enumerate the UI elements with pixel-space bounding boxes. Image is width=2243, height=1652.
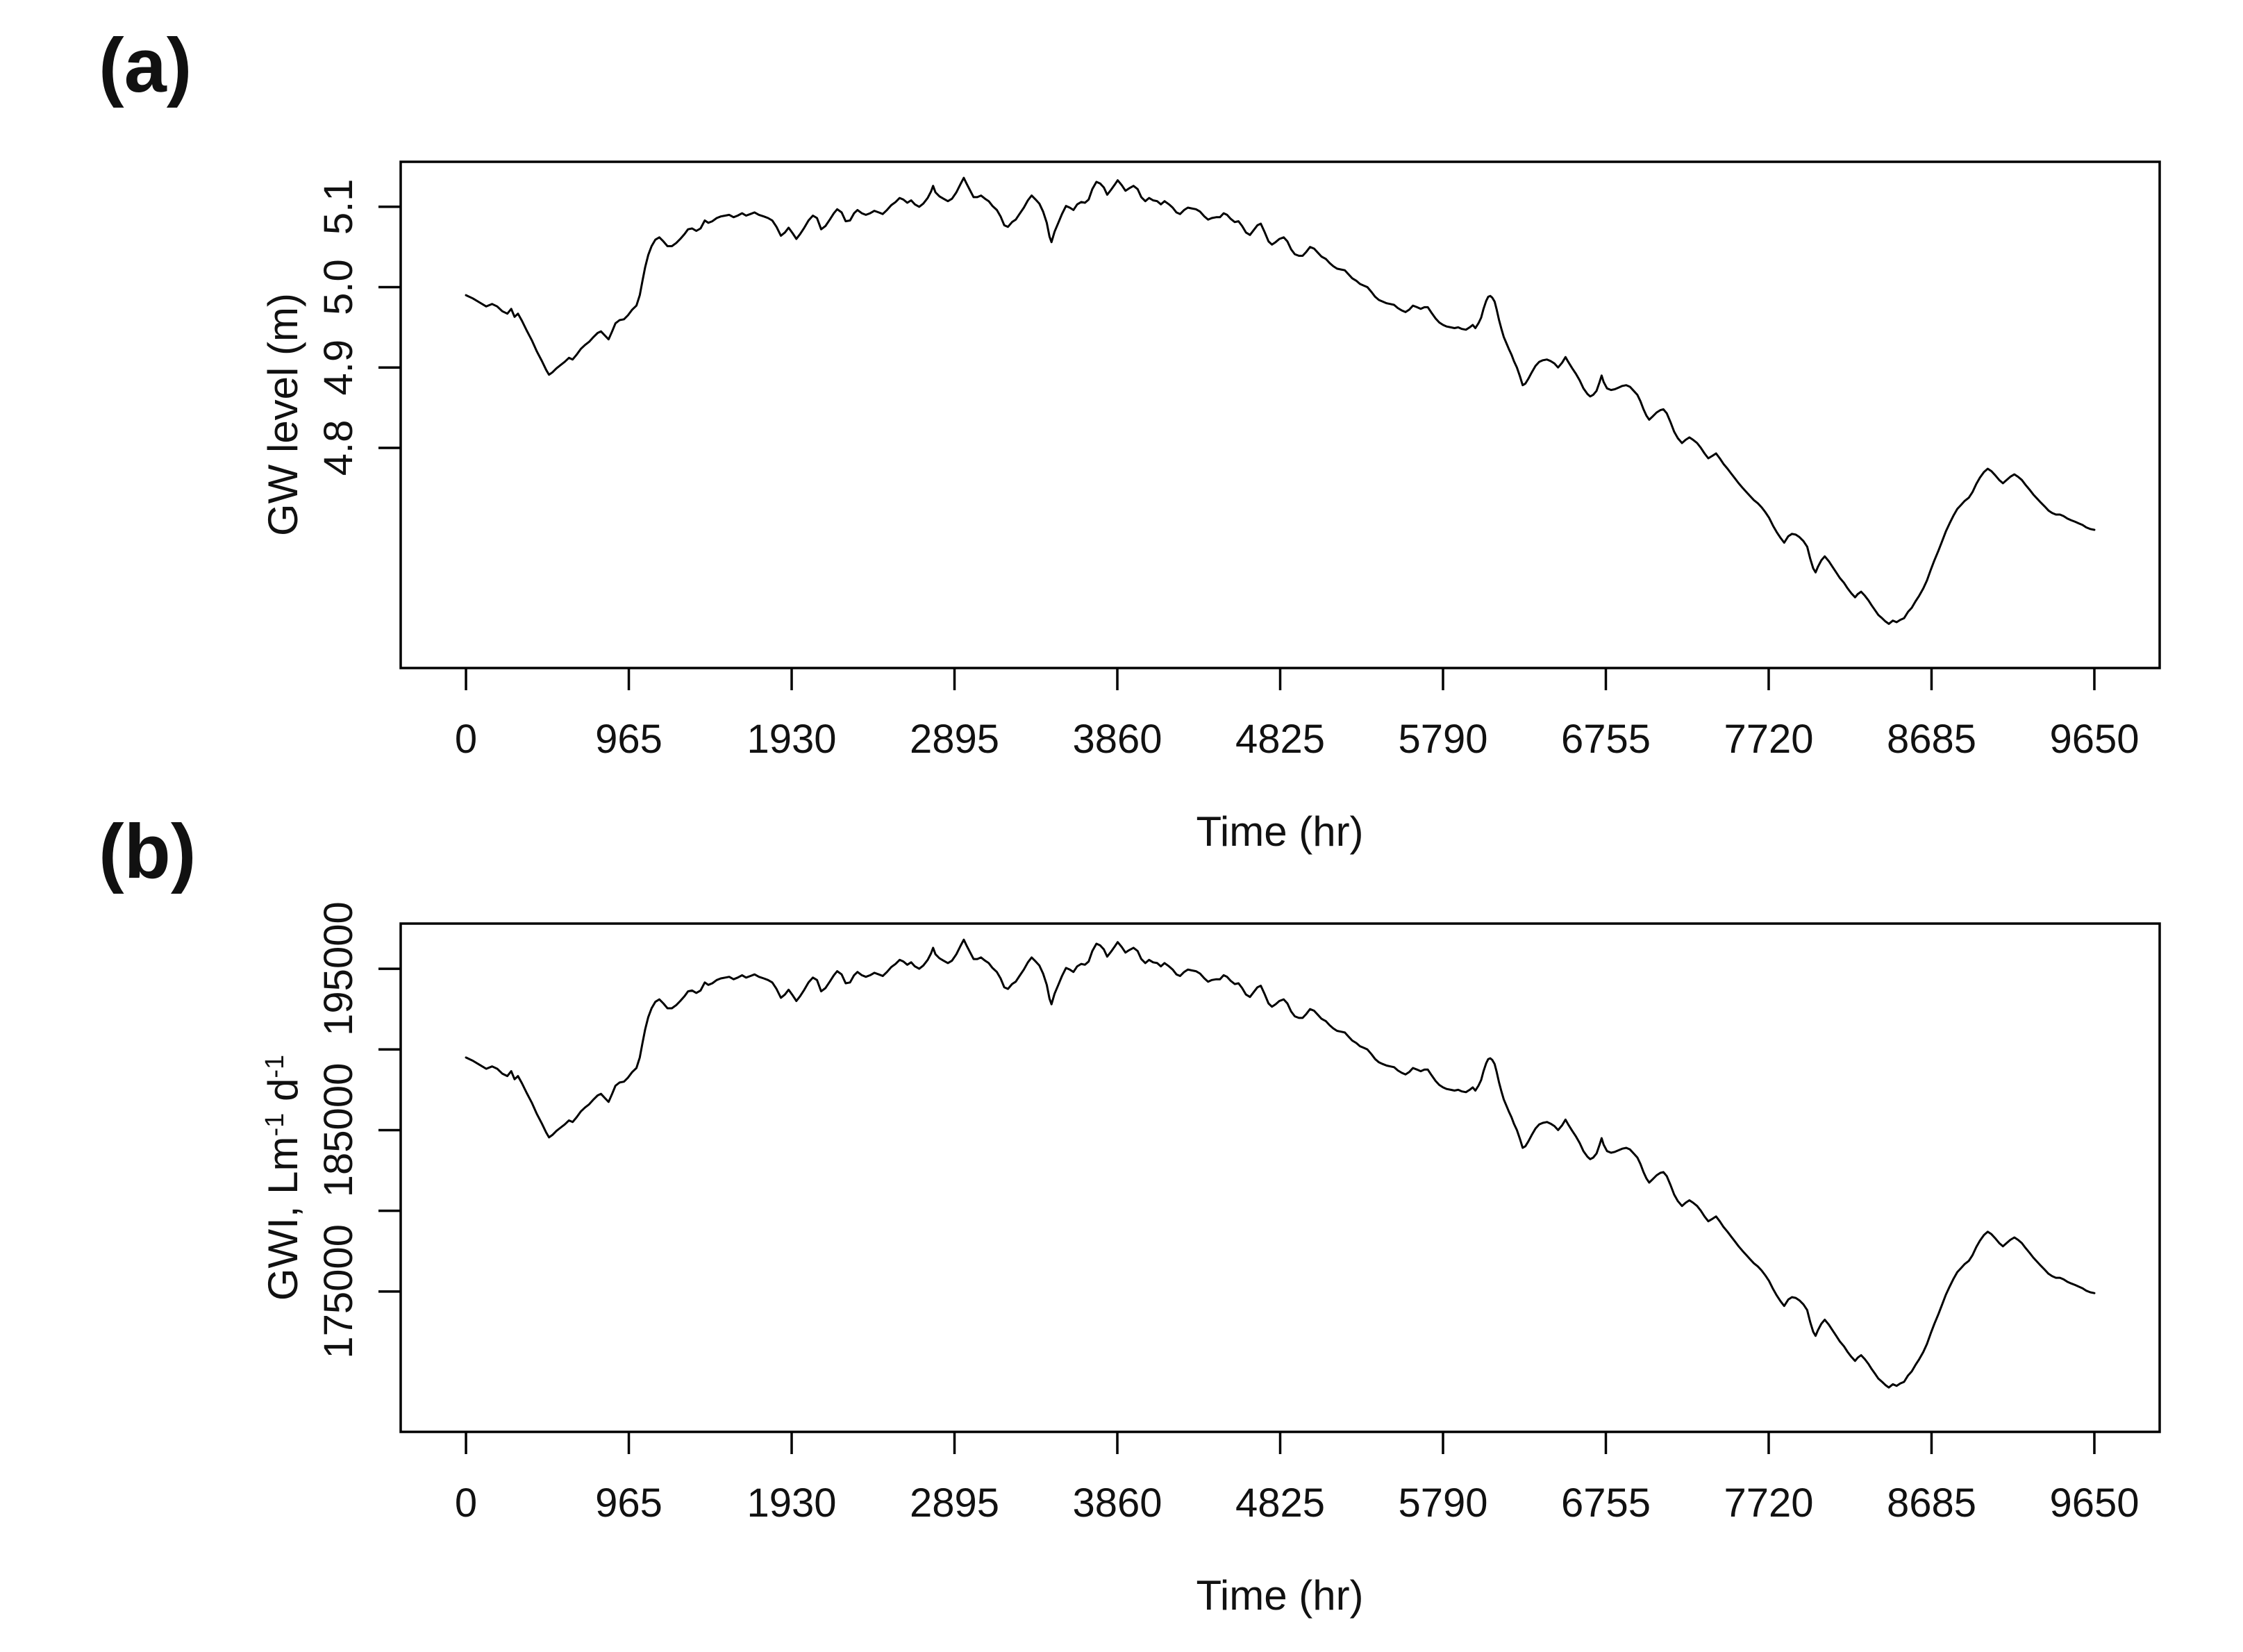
x-tick-label: 7720 xyxy=(1724,717,1813,762)
x-tick-label: 7720 xyxy=(1724,1480,1813,1526)
x-tick-label: 8685 xyxy=(1887,1480,1976,1526)
x-tick-label: 965 xyxy=(595,717,662,762)
panel-b-y-title-superscript-1: -1 xyxy=(260,1113,290,1137)
x-tick-label: 3860 xyxy=(1072,1480,1162,1526)
y-tick-label: 5.0 xyxy=(316,259,361,315)
y-tick-label: 4.8 xyxy=(316,420,361,476)
y-tick-label: 195000 xyxy=(316,901,361,1036)
y-tick-label: 5.1 xyxy=(316,178,361,235)
panel-a-x-axis-title: Time (hr) xyxy=(1196,808,1363,855)
x-tick-label: 1930 xyxy=(747,1480,837,1526)
panel-b-plot-area: 0 965 1930 2895 3860 4825 5790 6755 7720 8685 9650… xyxy=(316,901,2161,1526)
x-tick-label: 1930 xyxy=(747,717,837,762)
panel-a: (a) Time (hr) GW level (m) 0 965 1930 2895 3… xyxy=(99,23,2161,855)
x-tick-label: 6755 xyxy=(1561,717,1651,762)
panel-b-y-title-prefix: GWI, Lm xyxy=(260,1136,306,1301)
panel-b-label: (b) xyxy=(99,809,196,894)
panel-b-y-axis-title: GWI, Lm-1 d-1 xyxy=(260,1055,306,1301)
panel-a-y-axis-title: GW level (m) xyxy=(260,293,306,536)
x-tick-label: 965 xyxy=(595,1480,662,1526)
x-tick-label: 4825 xyxy=(1235,1480,1325,1526)
y-tick-label: 185000 xyxy=(316,1063,361,1198)
x-tick-label: 6755 xyxy=(1561,1480,1651,1526)
x-tick-label: 0 xyxy=(455,717,477,762)
x-tick-label: 2895 xyxy=(910,1480,999,1526)
x-tick-label: 0 xyxy=(455,1480,477,1526)
series-line xyxy=(465,176,2096,625)
panel-b-y-title-superscript-2: -1 xyxy=(260,1055,290,1078)
x-tick-label: 3860 xyxy=(1072,717,1162,762)
panel-b: (b) Time (hr) GWI, Lm-1 d-1 0 965 1930 2895… xyxy=(99,809,2161,1619)
panel-a-plot-area: 0 965 1930 2895 3860 4825 5790 6755 7720 8685 9650… xyxy=(316,160,2161,762)
x-tick-label: 4825 xyxy=(1235,717,1325,762)
series-line xyxy=(465,938,2096,1389)
x-tick-label: 5790 xyxy=(1398,717,1487,762)
x-tick-label: 8685 xyxy=(1887,717,1976,762)
y-tick-label: 175000 xyxy=(316,1224,361,1359)
panel-b-y-title-mid: d xyxy=(260,1078,306,1113)
x-tick-label: 5790 xyxy=(1398,1480,1487,1526)
panel-a-label: (a) xyxy=(99,23,192,108)
x-tick-label: 2895 xyxy=(910,717,999,762)
y-tick-label: 4.9 xyxy=(316,340,361,396)
panel-b-x-axis-title: Time (hr) xyxy=(1196,1572,1363,1619)
x-tick-label: 9650 xyxy=(2049,1480,2139,1526)
x-tick-label: 9650 xyxy=(2049,717,2139,762)
